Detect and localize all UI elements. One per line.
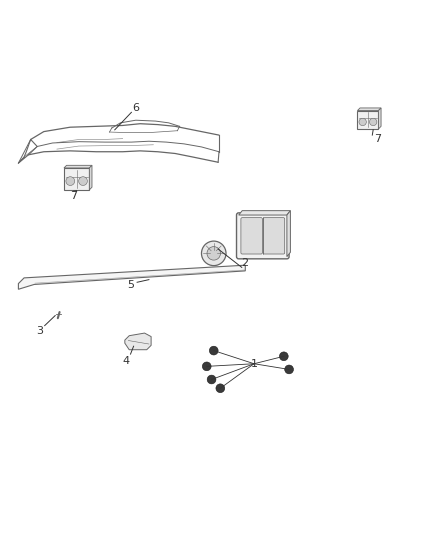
Circle shape xyxy=(207,247,220,260)
Circle shape xyxy=(285,365,293,374)
Text: 5: 5 xyxy=(127,280,134,290)
Text: 4: 4 xyxy=(123,356,130,366)
Polygon shape xyxy=(89,165,92,190)
Text: 3: 3 xyxy=(36,326,43,336)
Circle shape xyxy=(216,384,225,393)
Polygon shape xyxy=(378,108,381,129)
Text: 2: 2 xyxy=(241,258,248,268)
Bar xyxy=(64,168,89,190)
Polygon shape xyxy=(239,211,290,215)
Circle shape xyxy=(207,375,216,384)
Text: 6: 6 xyxy=(132,103,139,113)
Polygon shape xyxy=(64,165,92,168)
Circle shape xyxy=(201,241,226,265)
Text: 7: 7 xyxy=(70,191,77,201)
Circle shape xyxy=(359,118,366,126)
Circle shape xyxy=(66,177,74,185)
Polygon shape xyxy=(357,108,381,110)
Polygon shape xyxy=(18,265,245,289)
Circle shape xyxy=(79,177,87,185)
FancyBboxPatch shape xyxy=(241,217,262,254)
Bar xyxy=(357,110,378,129)
Polygon shape xyxy=(125,333,151,350)
FancyBboxPatch shape xyxy=(263,217,285,254)
Text: 1: 1 xyxy=(251,359,258,369)
Text: 7: 7 xyxy=(374,134,381,143)
FancyBboxPatch shape xyxy=(237,213,289,259)
Circle shape xyxy=(279,352,288,361)
Polygon shape xyxy=(287,211,290,257)
Circle shape xyxy=(370,118,377,126)
Circle shape xyxy=(202,362,211,371)
Circle shape xyxy=(209,346,218,355)
